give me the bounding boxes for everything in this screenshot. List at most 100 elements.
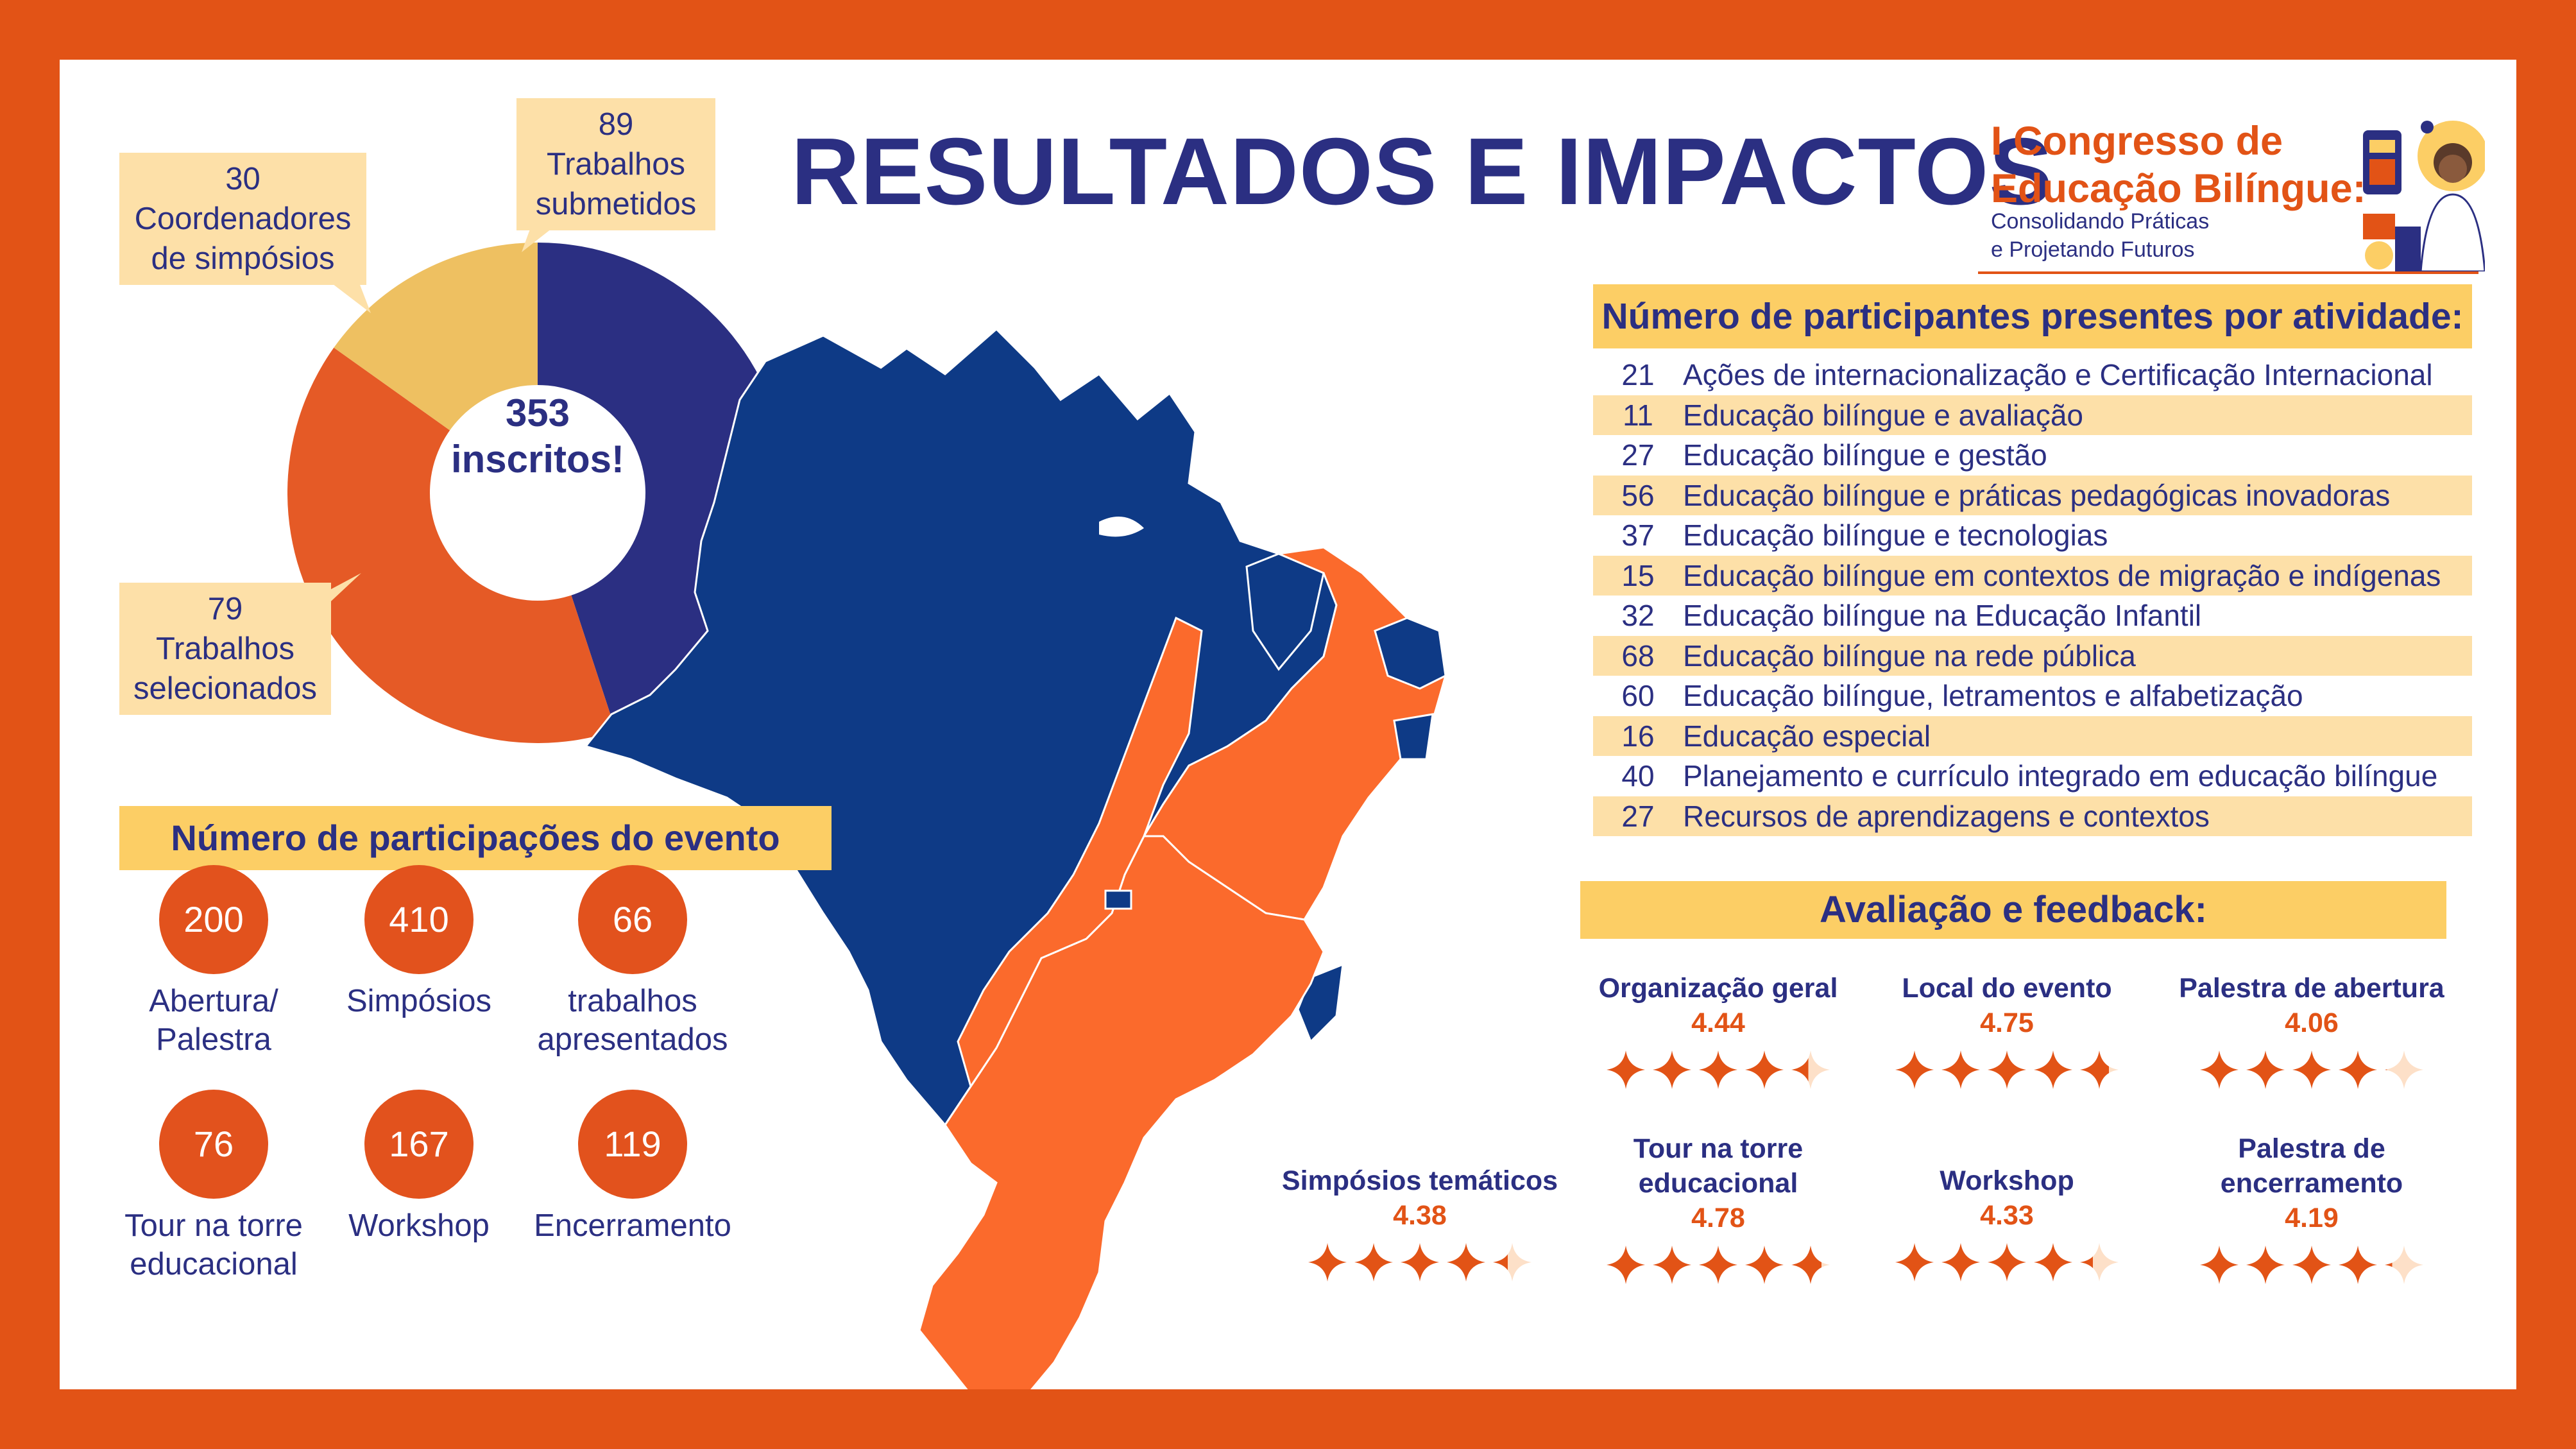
participant-activity: Recursos de aprendizagens e contextos: [1683, 799, 2210, 833]
star-icon: [1401, 1243, 1439, 1282]
page-title: RESULTADOS E IMPACTOS: [791, 119, 2054, 225]
logo-title: I Congresso de Educação Bilíngue:: [1991, 117, 2366, 212]
feedback-item: Organização geral 4.44: [1571, 971, 1866, 1090]
event-stat-label-label-line1: Tour na torre: [124, 1208, 303, 1243]
feedback-heading: Avaliação e feedback:: [1580, 881, 2446, 939]
event-stat-label: Simpósios: [310, 982, 528, 1020]
feedback-name-name-line1: Organização geral: [1598, 973, 1838, 1004]
callout-coordinators-line2: Coordenadores: [134, 201, 352, 236]
event-stat-label-label-line2: educacional: [130, 1247, 298, 1282]
feedback-item: Palestra de abertura 4.06: [2164, 971, 2459, 1090]
star-icon: [2200, 1050, 2239, 1089]
star-icon: [1699, 1050, 1737, 1089]
participant-activity: Educação bilíngue e tecnologias: [1683, 519, 2108, 553]
star-icon: [2339, 1050, 2377, 1089]
callout-selected-line3: selecionados: [133, 671, 318, 706]
star-icon: [1745, 1246, 1784, 1284]
participant-row: 40 Planejamento e currículo integrado em …: [1593, 756, 2472, 796]
participant-count: 56: [1621, 478, 1655, 512]
participant-activity: Ações de internacionalização e Certifica…: [1683, 358, 2433, 392]
star-icon: [1745, 1050, 1784, 1089]
callout-coordinators-pointer: [316, 271, 371, 313]
star-icon: [1607, 1050, 1645, 1089]
star-icon: [1447, 1243, 1485, 1282]
star-rating: [1272, 1242, 1567, 1283]
callout-coordinators: 30 Coordenadores de simpósios: [119, 153, 366, 285]
participant-count: 16: [1621, 719, 1655, 753]
star-icon: [2200, 1246, 2239, 1284]
feedback-name-name-line1: Simpósios temáticos: [1281, 1165, 1558, 1196]
star-rating: [1859, 1049, 2154, 1090]
content-panel: RESULTADOS E IMPACTOS I Congresso de Edu…: [60, 60, 2516, 1389]
event-stat-label-label-line1: Abertura/: [149, 984, 278, 1018]
event-stat-value: 167: [364, 1090, 473, 1199]
event-stat-value: 66: [578, 865, 687, 974]
event-stat-label: Workshop: [310, 1206, 528, 1245]
event-stat-label-label-line2: apresentados: [537, 1022, 728, 1057]
star-icon: [1895, 1050, 1934, 1089]
callout-submitted-line3: submetidos: [535, 187, 697, 221]
event-stat-label: Abertura/Palestra: [105, 982, 323, 1059]
logo-underline: [1978, 271, 2478, 274]
participant-row: 32 Educação bilíngue na Educação Infantil: [1593, 596, 2472, 636]
participants-list: 21 Ações de internacionalização e Certifi…: [1593, 355, 2472, 836]
star-icon: [2080, 1243, 2119, 1282]
feedback-name-name-line1: Palestra de: [2238, 1133, 2385, 1164]
event-stat-label: Tour na torre educacional: [105, 1206, 323, 1283]
donut-hole: [430, 385, 645, 601]
event-stat: 66 trabalhos apresentados: [524, 865, 742, 1059]
event-stat-label-label-line2: Palestra: [156, 1022, 271, 1057]
logo-subtitle: Consolidando Práticas e Projetando Futur…: [1991, 207, 2209, 264]
star-icon: [2339, 1246, 2377, 1284]
star-icon: [1308, 1243, 1347, 1282]
star-icon: [2034, 1243, 2072, 1282]
participant-count: 37: [1621, 519, 1655, 553]
map-island-marajo: [1099, 517, 1144, 537]
participant-row: 11 Educação bilíngue e avaliação: [1593, 395, 2472, 435]
star-icon: [2292, 1050, 2331, 1089]
event-stat-label-label-line1: Encerramento: [534, 1208, 731, 1243]
star-icon: [1354, 1243, 1393, 1282]
callout-submitted-pointer: [522, 217, 567, 252]
participant-activity: Educação bilíngue na rede pública: [1683, 639, 2136, 673]
callout-selected-pointer: [313, 573, 361, 618]
star-rating: [1859, 1242, 2154, 1283]
donut-center-text: inscritos!: [450, 438, 625, 481]
participant-activity: Educação bilíngue e práticas pedagógicas…: [1683, 478, 2391, 512]
participant-row: 37 Educação bilíngue e tecnologias: [1593, 515, 2472, 556]
participant-row: 27 Recursos de aprendizagens e contextos: [1593, 796, 2472, 836]
callout-selected: 79 Trabalhos selecionados: [119, 583, 331, 715]
star-icon: [1791, 1246, 1830, 1284]
registrations-donut-chart: [287, 243, 788, 743]
logo-illustration-icon: [2363, 121, 2485, 271]
star-icon: [2246, 1246, 2285, 1284]
callout-submitted-line2: Trabalhos: [546, 147, 686, 182]
star-rating: [2164, 1049, 2459, 1090]
feedback-score: 4.19: [2285, 1203, 2339, 1233]
participant-row: 27 Educação bilíngue e gestão: [1593, 435, 2472, 476]
feedback-item: Simpósios temáticos 4.38: [1272, 1163, 1567, 1283]
event-stat: 119 Encerramento: [524, 1090, 742, 1245]
event-stat-label-label-line1: Workshop: [348, 1208, 490, 1243]
event-stat: 200 Abertura/Palestra: [105, 865, 323, 1059]
participant-count: 27: [1621, 799, 1655, 833]
star-rating: [1571, 1049, 1866, 1090]
congress-logo: I Congresso de Educação Bilíngue: Consol…: [1920, 85, 2485, 316]
event-stat-value: 200: [159, 865, 268, 974]
feedback-name-name-line1: Local do evento: [1902, 973, 2112, 1004]
feedback-name-name-line2: encerramento: [2220, 1168, 2403, 1199]
callout-submitted: 89 Trabalhos submetidos: [516, 98, 715, 230]
participant-row: 15 Educação bilíngue em contextos de migr…: [1593, 555, 2472, 596]
map-northeast-blue-states: [1245, 553, 1447, 1043]
star-icon: [2034, 1050, 2072, 1089]
participant-count: 27: [1621, 438, 1655, 472]
star-rating: [1571, 1244, 1866, 1285]
donut-center-value: 353: [505, 391, 570, 434]
event-stat: 76 Tour na torre educacional: [105, 1090, 323, 1283]
participant-row: 68 Educação bilíngue na rede pública: [1593, 635, 2472, 676]
donut-center-label: 353 inscritos!: [413, 390, 663, 483]
feedback-name-name-line1: Workshop: [1940, 1165, 2074, 1196]
feedback-name-name-line1: Palestra de abertura: [2179, 973, 2444, 1004]
feedback-name-name-line1: Tour na torre: [1633, 1133, 1804, 1164]
participant-activity: Educação bilíngue na Educação Infantil: [1683, 599, 2202, 633]
